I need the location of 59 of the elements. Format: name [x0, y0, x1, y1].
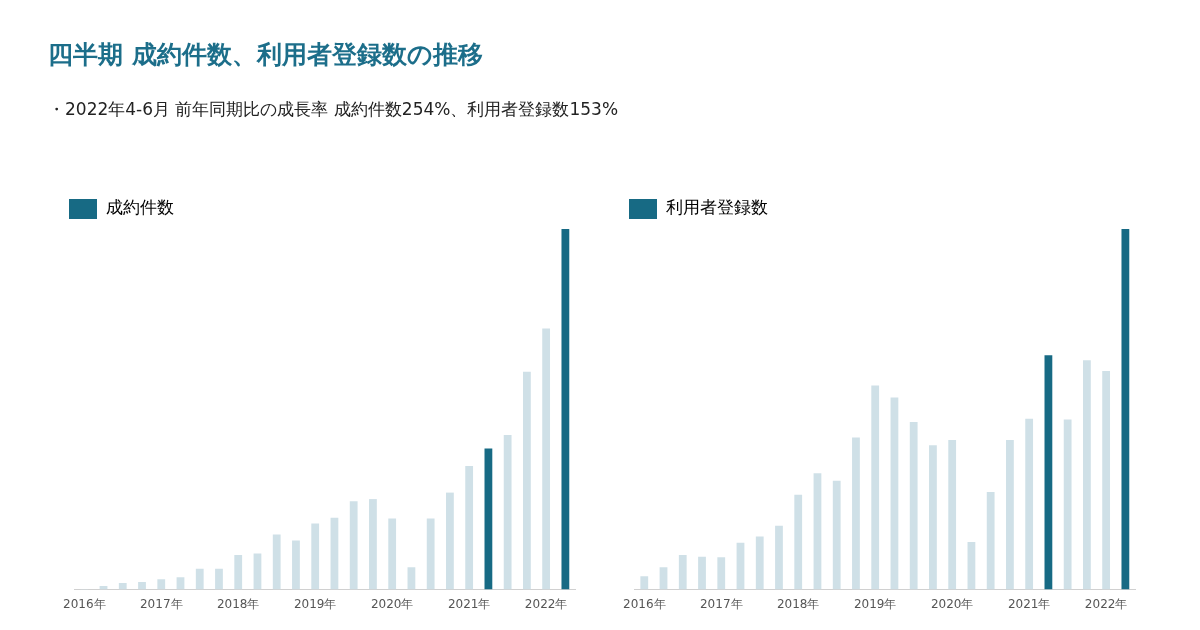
bar [986, 491, 995, 590]
x-tick-label: 2016年 [623, 596, 666, 611]
bar [465, 465, 474, 590]
bar [1102, 371, 1111, 590]
bar [388, 518, 397, 590]
bar [717, 557, 726, 590]
bar [775, 525, 783, 590]
x-tick-label: 2022年 [524, 596, 568, 611]
bar [157, 579, 166, 590]
x-tick-label: 2018年 [216, 596, 260, 611]
x-tick-label: 2016年 [63, 596, 106, 611]
chart-title: 四半期 成約件数、利用者登録数の推移 [48, 39, 483, 71]
bar [522, 371, 531, 590]
bar [909, 421, 918, 590]
bar [929, 445, 937, 590]
x-tick-label: 2017年 [699, 596, 743, 611]
bar [1063, 419, 1072, 590]
bar [871, 385, 880, 590]
bar [542, 328, 551, 590]
bar [369, 499, 377, 590]
bar [1121, 229, 1130, 590]
x-tick-label: 2020年 [930, 596, 974, 611]
bar [195, 568, 204, 590]
bar [561, 229, 570, 590]
bar [1082, 360, 1091, 590]
chart-subtitle: ・2022年4-6月 前年同期比の成長率 成約件数254%、利用者登録数153% [48, 98, 619, 121]
bar [1025, 418, 1034, 590]
x-tick-label: 2017年 [139, 596, 183, 611]
bar [138, 582, 146, 590]
bar [852, 437, 860, 590]
x-tick-label: 2021年 [1007, 596, 1051, 611]
bar [349, 501, 358, 590]
x-tick-label: 2022年 [1084, 596, 1128, 611]
bar [292, 540, 300, 590]
bar [446, 492, 454, 590]
bar [426, 518, 435, 590]
bar [118, 583, 127, 590]
legend-label: 成約件数 [105, 197, 174, 218]
x-tick-label: 2019年 [293, 596, 337, 611]
bar [832, 480, 841, 590]
bar [272, 534, 281, 590]
bar [503, 434, 512, 590]
bar [698, 556, 706, 590]
bar [234, 554, 243, 590]
bar [890, 397, 899, 590]
bar [311, 523, 320, 590]
x-tick-label: 2020年 [370, 596, 414, 611]
bar [640, 576, 649, 590]
x-tick-label: 2018年 [776, 596, 820, 611]
bar [215, 568, 223, 590]
x-tick-label: 2019年 [853, 596, 897, 611]
bar [1006, 439, 1014, 590]
bar [948, 439, 957, 590]
bar [755, 536, 764, 590]
bar [678, 554, 687, 590]
x-tick-label: 2021年 [447, 596, 491, 611]
bar [794, 494, 803, 590]
legend-label: 利用者登録数 [665, 197, 768, 218]
bar [1044, 355, 1053, 590]
